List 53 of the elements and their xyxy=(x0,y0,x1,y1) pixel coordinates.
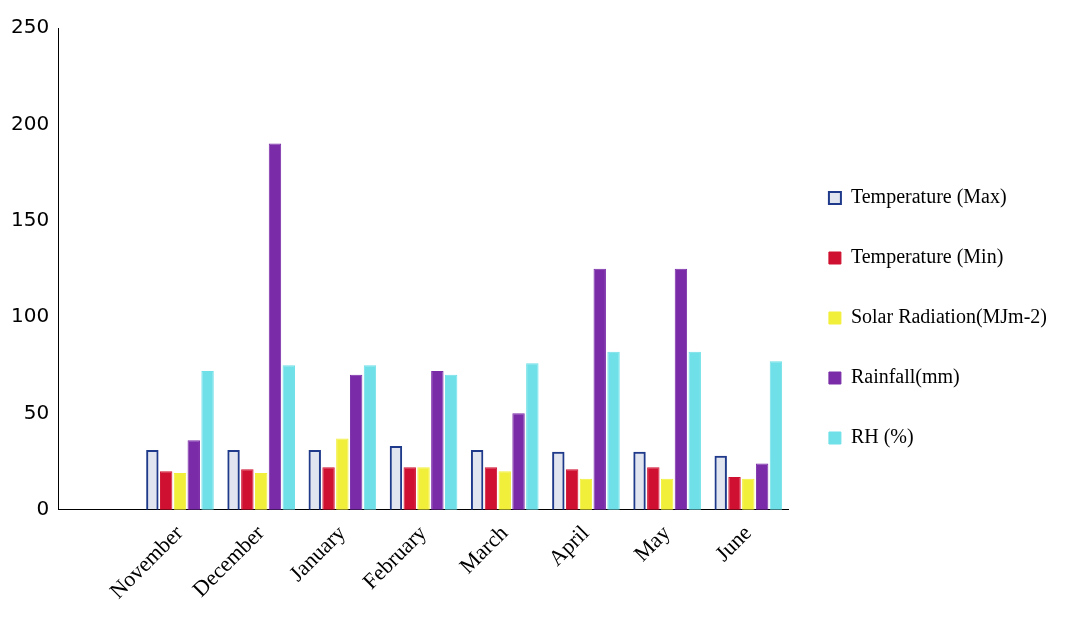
bar xyxy=(565,469,579,510)
bar xyxy=(579,478,593,510)
bar xyxy=(159,471,173,510)
bar xyxy=(349,374,363,510)
bar xyxy=(728,476,741,510)
bar xyxy=(755,463,769,510)
bar xyxy=(254,473,268,510)
bar xyxy=(389,446,403,510)
legend-label: Temperature (Max) xyxy=(850,185,1007,209)
bar xyxy=(742,478,755,510)
bar xyxy=(593,268,606,510)
y-tick-label: 250 xyxy=(10,14,50,39)
y-tick-label: 0 xyxy=(36,495,50,520)
bar xyxy=(607,351,620,510)
bar xyxy=(498,471,511,510)
y-tick-label: 50 xyxy=(23,399,50,424)
bar xyxy=(769,361,783,510)
bar xyxy=(173,473,187,510)
bar xyxy=(484,467,498,510)
y-tick-label: 150 xyxy=(10,206,50,231)
y-tick-label: 200 xyxy=(10,110,50,135)
bar xyxy=(282,365,295,510)
bar xyxy=(417,467,430,510)
x-tick-label: May xyxy=(628,519,675,567)
bar xyxy=(322,467,335,510)
bar xyxy=(363,365,377,510)
bar xyxy=(187,440,200,510)
bar xyxy=(146,449,159,510)
bar xyxy=(431,370,444,510)
bar xyxy=(444,374,458,510)
legend-label: Solar Radiation(MJm-2) xyxy=(850,305,1048,329)
bar xyxy=(647,467,660,510)
bar xyxy=(227,449,240,510)
bar xyxy=(268,143,282,510)
legend-label: Rainfall(mm) xyxy=(850,365,960,389)
bar xyxy=(241,469,254,510)
bar xyxy=(660,478,674,510)
bar xyxy=(688,351,701,510)
bar xyxy=(336,438,349,510)
legend-label: RH (%) xyxy=(850,425,914,449)
bar xyxy=(633,451,646,510)
bar xyxy=(403,467,416,510)
bar xyxy=(201,370,214,510)
legend-label: Temperature (Min) xyxy=(850,245,1004,269)
bar xyxy=(308,449,321,510)
bar xyxy=(674,268,688,510)
bar xyxy=(526,363,539,510)
bar xyxy=(714,455,727,510)
bar xyxy=(470,449,484,510)
bar xyxy=(552,451,565,510)
bar xyxy=(512,413,525,510)
y-tick-label: 100 xyxy=(10,303,50,328)
x-tick-label: June xyxy=(709,519,756,567)
